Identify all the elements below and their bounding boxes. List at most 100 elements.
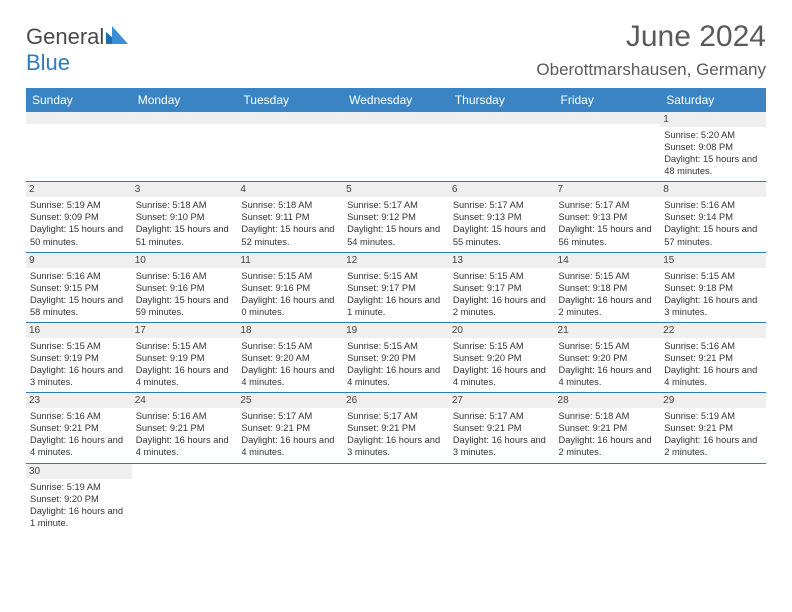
sunset-text: Sunset: 9:14 PM — [664, 211, 762, 223]
brand-logo: GeneralBlue — [26, 24, 130, 76]
sunrise-text: Sunrise: 5:18 AM — [559, 410, 657, 422]
calendar-cell: 5Sunrise: 5:17 AMSunset: 9:12 PMDaylight… — [343, 182, 449, 252]
calendar-cell: 27Sunrise: 5:17 AMSunset: 9:21 PMDayligh… — [449, 393, 555, 463]
sunset-text: Sunset: 9:20 PM — [347, 352, 445, 364]
sunrise-text: Sunrise: 5:15 AM — [559, 340, 657, 352]
sunset-text: Sunset: 9:15 PM — [30, 282, 128, 294]
day-number: 22 — [660, 323, 766, 338]
calendar-cell — [132, 112, 238, 182]
day-header: Thursday — [449, 88, 555, 112]
sunset-text: Sunset: 9:13 PM — [559, 211, 657, 223]
calendar-cell: 19Sunrise: 5:15 AMSunset: 9:20 PMDayligh… — [343, 322, 449, 392]
daylight-text: Daylight: 15 hours and 56 minutes. — [559, 223, 657, 247]
calendar-cell: 25Sunrise: 5:17 AMSunset: 9:21 PMDayligh… — [237, 393, 343, 463]
daylight-text: Daylight: 16 hours and 1 minute. — [347, 294, 445, 318]
day-number: 15 — [660, 253, 766, 268]
sunrise-text: Sunrise: 5:15 AM — [664, 270, 762, 282]
calendar-cell — [26, 112, 132, 182]
sunrise-text: Sunrise: 5:19 AM — [30, 481, 128, 493]
day-number: 29 — [660, 393, 766, 408]
sunrise-text: Sunrise: 5:16 AM — [664, 340, 762, 352]
daylight-text: Daylight: 15 hours and 59 minutes. — [136, 294, 234, 318]
calendar-cell: 10Sunrise: 5:16 AMSunset: 9:16 PMDayligh… — [132, 252, 238, 322]
day-header: Sunday — [26, 88, 132, 112]
sunrise-text: Sunrise: 5:17 AM — [241, 410, 339, 422]
sunset-text: Sunset: 9:21 PM — [453, 422, 551, 434]
sunset-text: Sunset: 9:20 PM — [30, 493, 128, 505]
location: Oberottmarshausen, Germany — [536, 60, 766, 80]
calendar-table: SundayMondayTuesdayWednesdayThursdayFrid… — [26, 88, 766, 533]
sunrise-text: Sunrise: 5:15 AM — [453, 340, 551, 352]
calendar-cell — [660, 463, 766, 533]
calendar-cell: 22Sunrise: 5:16 AMSunset: 9:21 PMDayligh… — [660, 322, 766, 392]
daylight-text: Daylight: 15 hours and 51 minutes. — [136, 223, 234, 247]
sunset-text: Sunset: 9:21 PM — [559, 422, 657, 434]
sunset-text: Sunset: 9:17 PM — [347, 282, 445, 294]
calendar-cell: 1Sunrise: 5:20 AMSunset: 9:08 PMDaylight… — [660, 112, 766, 182]
day-number: 23 — [26, 393, 132, 408]
sunrise-text: Sunrise: 5:20 AM — [664, 129, 762, 141]
brand-part1: General — [26, 24, 104, 49]
day-header: Saturday — [660, 88, 766, 112]
calendar-cell: 15Sunrise: 5:15 AMSunset: 9:18 PMDayligh… — [660, 252, 766, 322]
daylight-text: Daylight: 16 hours and 3 minutes. — [453, 434, 551, 458]
sunset-text: Sunset: 9:19 PM — [136, 352, 234, 364]
sunrise-text: Sunrise: 5:17 AM — [453, 199, 551, 211]
sunrise-text: Sunrise: 5:16 AM — [136, 270, 234, 282]
calendar-cell: 3 Sunrise: 5:18 AMSunset: 9:10 PMDaylight… — [132, 182, 238, 252]
calendar-cell: 20Sunrise: 5:15 AMSunset: 9:20 PMDayligh… — [449, 322, 555, 392]
sunset-text: Sunset: 9:18 PM — [664, 282, 762, 294]
calendar-cell: 7 Sunrise: 5:17 AMSunset: 9:13 PMDaylight… — [555, 182, 661, 252]
daylight-text: Daylight: 16 hours and 2 minutes. — [453, 294, 551, 318]
sunset-text: Sunset: 9:21 PM — [136, 422, 234, 434]
day-number: 13 — [449, 253, 555, 268]
sunrise-text: Sunrise: 5:15 AM — [347, 270, 445, 282]
calendar-cell: 6Sunrise: 5:17 AMSunset: 9:13 PMDaylight… — [449, 182, 555, 252]
day-header: Tuesday — [237, 88, 343, 112]
sunset-text: Sunset: 9:16 PM — [136, 282, 234, 294]
daylight-text: Daylight: 16 hours and 2 minutes. — [559, 294, 657, 318]
calendar-cell: 30Sunrise: 5:19 AMSunset: 9:20 PMDayligh… — [26, 463, 132, 533]
daylight-text: Daylight: 16 hours and 4 minutes. — [664, 364, 762, 388]
daylight-text: Daylight: 16 hours and 1 minute. — [30, 505, 128, 529]
sunset-text: Sunset: 9:10 PM — [136, 211, 234, 223]
daylight-text: Daylight: 16 hours and 2 minutes. — [664, 434, 762, 458]
day-header: Friday — [555, 88, 661, 112]
calendar-cell — [132, 463, 238, 533]
calendar-cell: 11Sunrise: 5:15 AMSunset: 9:16 PMDayligh… — [237, 252, 343, 322]
daylight-text: Daylight: 16 hours and 4 minutes. — [347, 364, 445, 388]
sunrise-text: Sunrise: 5:18 AM — [241, 199, 339, 211]
sunrise-text: Sunrise: 5:17 AM — [347, 410, 445, 422]
daylight-text: Daylight: 16 hours and 0 minutes. — [241, 294, 339, 318]
calendar-cell: 26Sunrise: 5:17 AMSunset: 9:21 PMDayligh… — [343, 393, 449, 463]
day-number: 18 — [237, 323, 343, 338]
calendar-cell: 8Sunrise: 5:16 AMSunset: 9:14 PMDaylight… — [660, 182, 766, 252]
day-header: Monday — [132, 88, 238, 112]
calendar-cell — [237, 463, 343, 533]
day-number: 8 — [660, 182, 766, 197]
sunset-text: Sunset: 9:18 PM — [559, 282, 657, 294]
calendar-cell — [449, 463, 555, 533]
day-number: 14 — [555, 253, 661, 268]
day-number: 19 — [343, 323, 449, 338]
daylight-text: Daylight: 15 hours and 50 minutes. — [30, 223, 128, 247]
day-number: 3 — [132, 182, 238, 197]
sunrise-text: Sunrise: 5:16 AM — [30, 270, 128, 282]
logo-icon — [106, 24, 130, 50]
day-number: 28 — [555, 393, 661, 408]
sunrise-text: Sunrise: 5:18 AM — [136, 199, 234, 211]
daylight-text: Daylight: 15 hours and 57 minutes. — [664, 223, 762, 247]
calendar-cell — [343, 463, 449, 533]
sunrise-text: Sunrise: 5:16 AM — [136, 410, 234, 422]
daylight-text: Daylight: 16 hours and 3 minutes. — [30, 364, 128, 388]
day-number: 7 — [555, 182, 661, 197]
day-number: 9 — [26, 253, 132, 268]
sunset-text: Sunset: 9:08 PM — [664, 141, 762, 153]
sunset-text: Sunset: 9:12 PM — [347, 211, 445, 223]
daylight-text: Daylight: 16 hours and 2 minutes. — [559, 434, 657, 458]
sunset-text: Sunset: 9:21 PM — [664, 422, 762, 434]
sunrise-text: Sunrise: 5:17 AM — [559, 199, 657, 211]
day-header: Wednesday — [343, 88, 449, 112]
daylight-text: Daylight: 16 hours and 4 minutes. — [453, 364, 551, 388]
sunrise-text: Sunrise: 5:15 AM — [453, 270, 551, 282]
